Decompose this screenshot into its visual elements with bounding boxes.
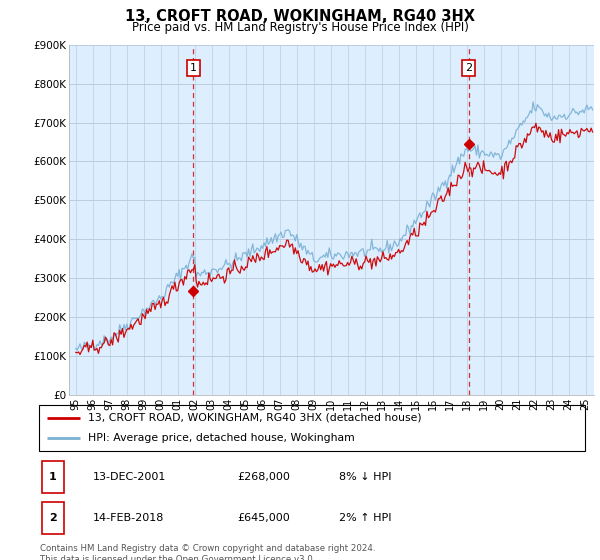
Text: 1: 1	[190, 63, 197, 73]
Text: 14-FEB-2018: 14-FEB-2018	[93, 513, 164, 523]
Text: Contains HM Land Registry data © Crown copyright and database right 2024.
This d: Contains HM Land Registry data © Crown c…	[40, 544, 376, 560]
Text: Price paid vs. HM Land Registry's House Price Index (HPI): Price paid vs. HM Land Registry's House …	[131, 21, 469, 34]
Text: 1: 1	[49, 472, 57, 482]
Text: 2: 2	[49, 513, 57, 523]
Text: £268,000: £268,000	[237, 472, 290, 482]
Text: 13-DEC-2001: 13-DEC-2001	[93, 472, 166, 482]
Text: 13, CROFT ROAD, WOKINGHAM, RG40 3HX (detached house): 13, CROFT ROAD, WOKINGHAM, RG40 3HX (det…	[88, 413, 422, 423]
Text: HPI: Average price, detached house, Wokingham: HPI: Average price, detached house, Woki…	[88, 433, 355, 443]
Text: 2: 2	[465, 63, 472, 73]
Text: 2% ↑ HPI: 2% ↑ HPI	[339, 513, 391, 523]
Text: 8% ↓ HPI: 8% ↓ HPI	[339, 472, 391, 482]
Text: £645,000: £645,000	[237, 513, 290, 523]
Text: 13, CROFT ROAD, WOKINGHAM, RG40 3HX: 13, CROFT ROAD, WOKINGHAM, RG40 3HX	[125, 9, 475, 24]
